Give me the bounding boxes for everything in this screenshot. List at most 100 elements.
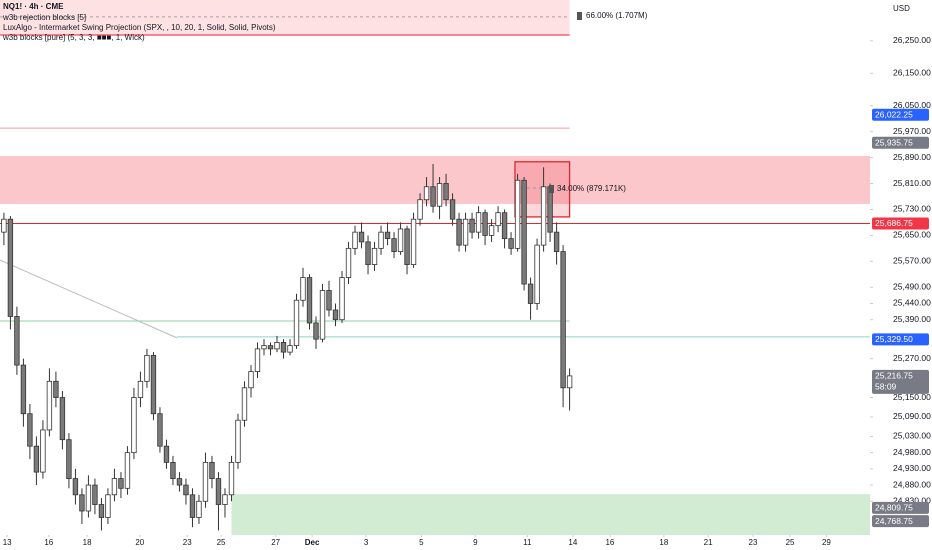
candle-body: [27, 413, 33, 447]
x-tick-label: 25: [786, 538, 795, 547]
y-tick-label: 24,830.00: [893, 496, 931, 506]
candle-body: [228, 461, 235, 496]
price-label-box: [872, 369, 929, 394]
x-tick-label: 23: [183, 538, 192, 547]
candle-body: [287, 345, 293, 353]
candle-body: [170, 461, 176, 479]
candle-body: [300, 277, 306, 301]
y-tick-label: 24,980.00: [893, 447, 931, 457]
price-label-timer: 58:09: [875, 382, 897, 392]
candle-body: [118, 478, 124, 489]
candle-body: [404, 228, 410, 265]
candle-body: [475, 212, 482, 233]
candle-body: [560, 251, 566, 389]
y-tick-label: 26,050.00: [893, 100, 931, 110]
candle-body: [365, 241, 371, 265]
y-tick-label: 25,730.00: [893, 204, 931, 214]
y-tick-label: 25,810.00: [893, 178, 931, 188]
candle-body: [261, 345, 267, 350]
price-label-box: [872, 333, 929, 346]
candle-body: [222, 494, 228, 505]
candle-body: [449, 199, 456, 220]
y-tick-label: 26,250.00: [893, 35, 931, 45]
candle-body: [566, 375, 573, 389]
annotation: 66.00% (1.707M): [586, 11, 648, 20]
y-tick-label: 24,930.00: [893, 463, 931, 473]
y-tick-label: 25,490.00: [893, 282, 931, 292]
candle-body: [508, 238, 514, 249]
candle-body: [345, 247, 352, 278]
candle-body: [157, 413, 163, 447]
price-label: 25,216.75: [875, 371, 913, 381]
candle-body: [124, 452, 131, 489]
candle-body: [267, 345, 274, 350]
candle-body: [274, 341, 280, 350]
candle-body: [209, 461, 215, 479]
legend-entry: w3b blocks [pure] (5, 3, 3, ■■■, 1, Wick…: [2, 33, 145, 42]
candle-body: [1, 218, 7, 233]
legend-entry: LuxAlgo - Intermarket Swing Projection (…: [3, 23, 276, 32]
candle-body: [371, 247, 378, 265]
candle-body: [430, 186, 436, 207]
candle-body: [443, 183, 449, 201]
candle-body: [436, 183, 443, 207]
candle-body: [40, 429, 46, 473]
candle-body: [248, 371, 254, 389]
candle-body: [527, 283, 534, 304]
candle-body: [462, 218, 469, 246]
candle-body: [319, 290, 326, 340]
candle-body: [189, 494, 196, 518]
x-tick-label: 3: [364, 538, 369, 547]
candle-body: [417, 199, 423, 220]
candle-body: [378, 231, 384, 249]
candle-body: [7, 218, 14, 317]
candle-body: [92, 484, 98, 505]
x-tick-label: Dec: [305, 538, 320, 547]
x-tick-label: 16: [44, 538, 53, 547]
candle-body: [423, 186, 430, 201]
candle-body: [456, 218, 462, 246]
candle-body: [482, 212, 488, 236]
price-label-box: [872, 217, 929, 230]
candle-body: [501, 212, 508, 240]
candle-body: [332, 309, 339, 321]
x-tick-label: 18: [659, 538, 668, 547]
y-tick-label: 25,030.00: [893, 431, 931, 441]
candle-body: [384, 231, 391, 240]
y-tick-label: 24,880.00: [893, 479, 931, 489]
candle-body: [46, 380, 53, 431]
candle-body: [514, 179, 521, 249]
y-tick-label: 25,650.00: [893, 230, 931, 240]
candle-body: [150, 354, 157, 415]
y-tick-label: 25,570.00: [893, 256, 931, 266]
price-label: 24,809.75: [875, 503, 913, 513]
annotation-icon: [549, 185, 554, 193]
annotation: 34.00% (879.171K): [557, 184, 626, 193]
candle-body: [163, 445, 170, 463]
legend-entry: w3b rejection blocks [5]: [2, 13, 86, 22]
candle-body: [358, 231, 365, 243]
candle-body: [521, 179, 527, 285]
level-line: [0, 259, 178, 339]
candle-body: [215, 478, 222, 505]
y-tick-label: 25,150.00: [893, 392, 931, 402]
candle-body: [72, 478, 79, 496]
x-tick-label: 20: [135, 538, 144, 547]
candle-body: [79, 494, 85, 512]
candle-body: [534, 244, 540, 304]
price-label-box: [872, 108, 929, 121]
x-tick-label: 13: [3, 538, 12, 547]
x-tick-label: 25: [217, 538, 226, 547]
candle-body: [488, 225, 495, 236]
candle-body: [254, 348, 261, 372]
price-label: 25,935.75: [875, 137, 913, 147]
x-tick-label: 11: [523, 538, 532, 547]
candle-body: [111, 478, 118, 496]
candle-body: [547, 186, 553, 233]
candle-body: [20, 364, 27, 415]
candle-body: [105, 494, 111, 518]
candle-body: [183, 484, 189, 496]
x-tick-label: 18: [83, 538, 92, 547]
candle-body: [59, 397, 66, 441]
annotation-icon: [577, 12, 582, 20]
